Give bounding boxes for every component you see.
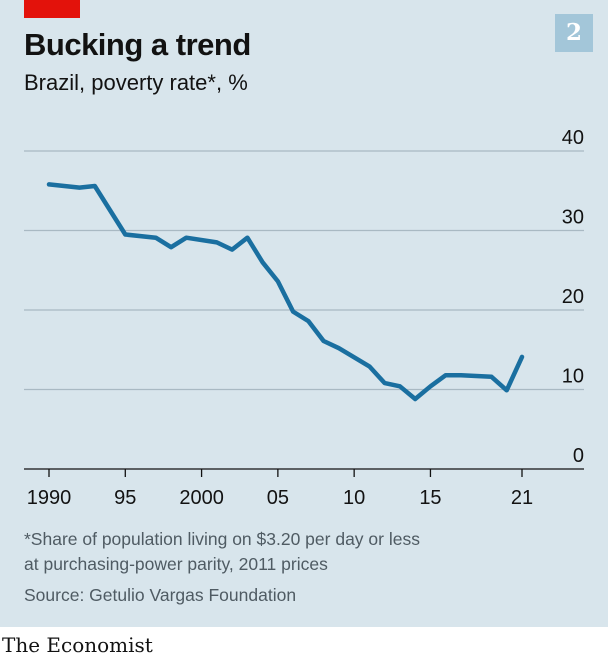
y-tick-label: 30 bbox=[562, 207, 584, 229]
poverty-rate-line bbox=[46, 182, 525, 402]
y-tick-label: 0 bbox=[573, 445, 584, 467]
x-tick-label: 15 bbox=[419, 487, 441, 509]
y-tick-label: 20 bbox=[562, 286, 584, 308]
chart-number-badge: 2 bbox=[555, 14, 593, 52]
publication-brand: The Economist bbox=[2, 633, 153, 657]
y-tick-label: 40 bbox=[562, 127, 584, 149]
gridlines bbox=[24, 150, 584, 391]
footnote-line-1: *Share of population living on $3.20 per… bbox=[24, 529, 420, 549]
brand-red-tag bbox=[24, 0, 80, 18]
source-note: Source: Getulio Vargas Foundation bbox=[24, 585, 297, 605]
axes bbox=[24, 468, 584, 477]
x-tick-label: 2000 bbox=[179, 487, 224, 509]
chart-panel bbox=[0, 0, 608, 627]
x-tick-label: 10 bbox=[343, 487, 365, 509]
chart-title: Bucking a trend bbox=[24, 27, 251, 62]
x-tick-label: 21 bbox=[511, 487, 533, 509]
y-tick-label: 10 bbox=[562, 366, 584, 388]
chart-subtitle: Brazil, poverty rate*, % bbox=[24, 70, 248, 95]
series-lines bbox=[46, 182, 525, 402]
line-chart: 0 10 20 30 40 1990 95 2000 05 10 15 21 bbox=[24, 127, 584, 509]
x-tick-label: 05 bbox=[267, 487, 289, 509]
footnote-line-2: at purchasing-power parity, 2011 prices bbox=[24, 554, 328, 574]
x-tick-label: 1990 bbox=[27, 487, 72, 509]
tick-labels: 0 10 20 30 40 1990 95 2000 05 10 15 21 bbox=[27, 127, 584, 509]
x-tick-label: 95 bbox=[114, 487, 136, 509]
